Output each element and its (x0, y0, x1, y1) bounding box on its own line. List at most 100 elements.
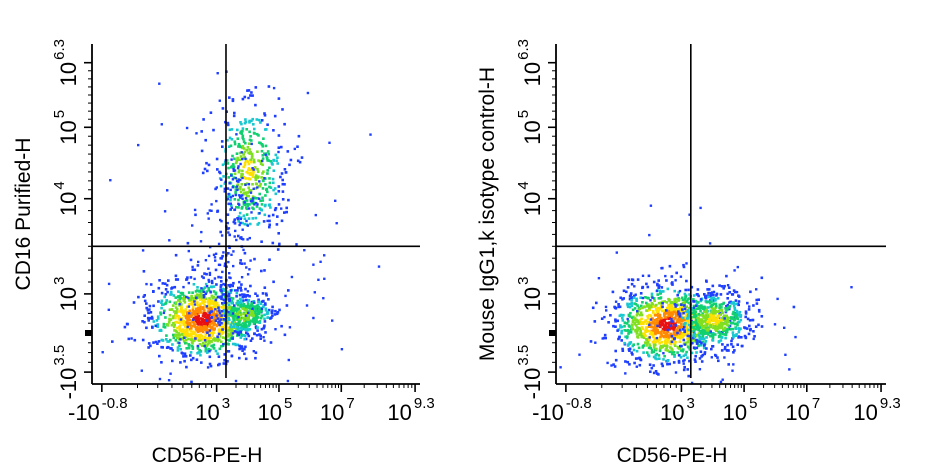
data-point (262, 170, 265, 173)
y-tick-label: 106.3 (51, 39, 81, 86)
data-point (657, 286, 660, 289)
data-point (657, 310, 660, 313)
data-point (205, 344, 209, 347)
data-point (231, 342, 235, 346)
data-point (682, 368, 686, 372)
data-point (143, 320, 146, 324)
data-point (171, 304, 175, 307)
data-point (679, 322, 683, 326)
data-point (200, 149, 204, 153)
tick-base: 10 (853, 400, 877, 425)
data-point (245, 195, 249, 198)
data-point (233, 323, 236, 326)
data-point (270, 162, 274, 165)
data-point (277, 190, 281, 193)
data-point (253, 160, 256, 164)
data-point (668, 311, 671, 315)
data-point (700, 341, 703, 345)
data-point (685, 350, 688, 354)
data-point (233, 308, 237, 312)
data-point (673, 329, 677, 332)
data-point (261, 157, 265, 160)
data-point (704, 339, 708, 343)
data-point (179, 347, 182, 351)
data-point (239, 262, 242, 265)
data-point (214, 187, 217, 191)
data-point (642, 322, 645, 326)
data-point (183, 332, 187, 336)
data-point (676, 307, 680, 311)
data-point (737, 294, 740, 297)
data-point (157, 286, 161, 290)
data-point (196, 326, 199, 329)
data-point (250, 211, 253, 214)
data-point (169, 290, 173, 294)
data-point (653, 325, 657, 329)
data-point (254, 103, 257, 107)
data-point (633, 294, 636, 298)
data-point (678, 320, 681, 324)
data-point (266, 157, 269, 160)
data-point (174, 306, 178, 309)
data-point (258, 192, 261, 196)
data-point (230, 158, 233, 161)
data-point (744, 310, 748, 313)
data-point (179, 324, 182, 327)
data-point (700, 318, 703, 321)
data-point (716, 319, 720, 323)
data-point (642, 336, 646, 339)
data-point (695, 351, 698, 354)
data-point (699, 350, 703, 353)
data-point (149, 283, 153, 286)
data-point (691, 308, 694, 311)
data-point (659, 306, 662, 310)
data-point (190, 301, 194, 305)
data-point (683, 316, 687, 319)
data-point (659, 335, 662, 339)
data-point (657, 315, 660, 319)
data-point (237, 315, 240, 319)
data-point (233, 235, 236, 238)
data-point (266, 311, 269, 315)
data-point (274, 153, 278, 157)
data-point (618, 314, 622, 318)
data-point (656, 324, 659, 327)
data-point (677, 291, 680, 294)
data-point (238, 318, 242, 321)
data-point (209, 299, 213, 303)
data-point (273, 114, 277, 118)
data-point (238, 144, 241, 148)
data-point (685, 300, 689, 303)
data-point (162, 325, 165, 329)
data-point (239, 299, 243, 302)
data-point (661, 364, 664, 368)
data-point (178, 336, 181, 339)
data-point (223, 293, 227, 296)
data-point (613, 365, 617, 368)
data-point (219, 171, 222, 175)
data-point (712, 314, 716, 317)
data-point (727, 320, 730, 324)
data-point (683, 307, 687, 310)
data-point (628, 315, 632, 318)
data-point (677, 303, 680, 307)
data-point (154, 340, 158, 344)
data-point (670, 322, 674, 325)
data-point (641, 296, 645, 300)
data-point (172, 310, 176, 313)
data-point (639, 332, 643, 335)
data-point (653, 332, 657, 335)
data-point (695, 342, 699, 345)
data-point (681, 298, 685, 302)
data-point (650, 348, 654, 352)
data-point (264, 152, 268, 155)
data-point (207, 339, 211, 343)
data-point (277, 97, 281, 100)
tick-exponent: -0.8 (102, 395, 128, 412)
data-point (207, 289, 211, 292)
data-point (178, 294, 182, 298)
data-point (604, 305, 608, 309)
data-point (659, 320, 662, 324)
data-point (256, 329, 259, 332)
data-point (637, 326, 641, 330)
